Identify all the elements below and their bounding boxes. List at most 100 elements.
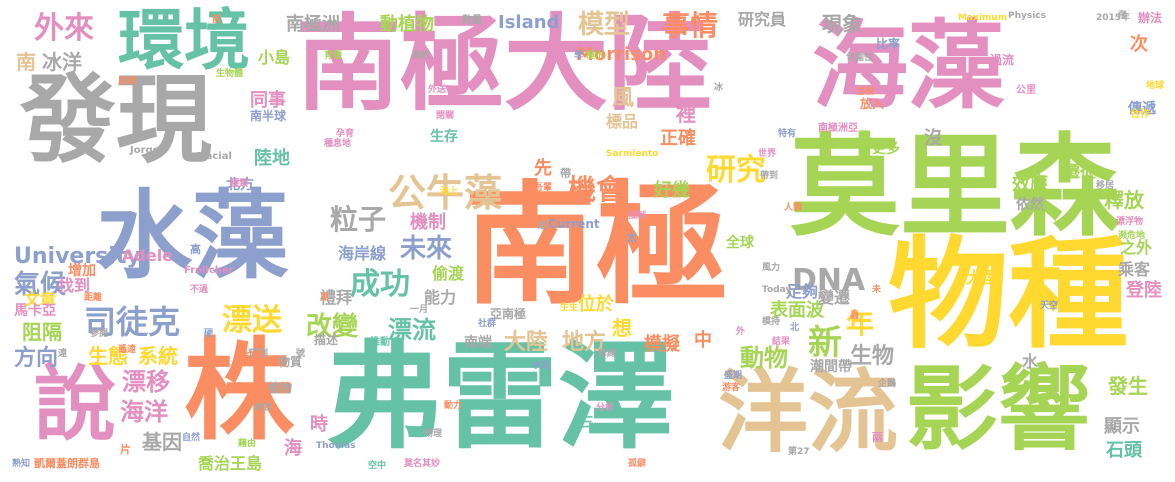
- cloud-word: 蟲: [850, 311, 860, 321]
- cloud-word: 不過: [190, 285, 209, 295]
- cloud-word: 起: [538, 221, 548, 231]
- cloud-word: 喬治王島: [198, 454, 263, 473]
- cloud-word: 自然: [182, 433, 201, 443]
- cloud-word: 遠: [58, 349, 68, 359]
- cloud-word: 正確: [660, 128, 696, 149]
- cloud-word: 大型: [966, 268, 999, 287]
- cloud-word: 冰: [714, 83, 724, 93]
- cloud-word: 改變: [306, 312, 359, 342]
- cloud-word: 動力: [444, 401, 463, 411]
- cloud-word: 號: [296, 349, 306, 359]
- cloud-word: 距離: [84, 293, 103, 303]
- cloud-word: 傳遞: [1128, 101, 1156, 117]
- cloud-word: 陸地: [254, 148, 290, 169]
- cloud-word: 飛: [1118, 11, 1128, 21]
- cloud-word: 馬卡亞: [14, 303, 56, 319]
- cloud-word: Adele: [122, 246, 174, 265]
- cloud-word: 位於: [578, 294, 614, 315]
- cloud-word: 新: [808, 323, 842, 363]
- cloud-word: 之外: [1120, 238, 1153, 257]
- cloud-word: 司徒克: [84, 303, 181, 341]
- cloud-word: 想: [612, 316, 632, 340]
- cloud-word: 物理: [424, 429, 443, 439]
- cloud-word: 石頭: [1106, 440, 1142, 461]
- cloud-word: 風力: [762, 263, 781, 273]
- cloud-word: 釋放: [1104, 188, 1144, 212]
- cloud-word: 能力: [424, 288, 457, 307]
- cloud-word: 生物體: [216, 69, 244, 79]
- cloud-word: 方向: [14, 346, 59, 371]
- cloud-word: 中: [694, 330, 712, 351]
- cloud-word: 前: [212, 15, 222, 25]
- cloud-word: 系統: [138, 344, 178, 368]
- cloud-word: 北: [790, 323, 800, 333]
- cloud-word: 更: [320, 293, 330, 303]
- cloud-word: 空中: [368, 461, 387, 471]
- cloud-word: 凱爾蓋朗群島: [34, 457, 100, 470]
- cloud-word: 移居: [1096, 181, 1115, 191]
- cloud-word: 修練: [598, 349, 617, 359]
- cloud-word: 過流: [990, 53, 1015, 67]
- cloud-word: 莫里森: [790, 123, 1120, 251]
- cloud-word: 瀕危地: [1118, 231, 1146, 241]
- cloud-word: 未: [872, 285, 882, 295]
- cloud-word: 地球: [1146, 81, 1165, 91]
- cloud-word: 海豹: [412, 51, 431, 61]
- cloud-word: 物質: [278, 355, 303, 369]
- cloud-word: 數量: [462, 15, 482, 26]
- cloud-word: 結果: [772, 337, 791, 347]
- cloud-word: 海岸線: [338, 244, 387, 263]
- cloud-word: 吾輩: [534, 183, 553, 193]
- cloud-word: 漂移: [122, 368, 170, 396]
- cloud-word: 說: [34, 357, 117, 452]
- cloud-word: 屏障: [118, 77, 137, 87]
- cloud-word: 依然: [1016, 197, 1044, 213]
- cloud-word: 合作: [1130, 109, 1150, 120]
- cloud-word: 次: [1130, 34, 1148, 55]
- cloud-word: 動植物: [380, 14, 434, 35]
- cloud-word: 先: [534, 158, 552, 179]
- cloud-word: 三: [580, 415, 594, 431]
- cloud-word: 一月: [410, 305, 429, 315]
- cloud-word: Today: [762, 285, 792, 295]
- cloud-word: 年: [846, 307, 875, 340]
- cloud-word: 小島: [258, 48, 291, 67]
- cloud-word: 標品: [606, 112, 639, 131]
- cloud-word: 企鵝: [878, 379, 897, 389]
- cloud-word: 描述: [314, 333, 339, 347]
- cloud-word: 種類: [230, 179, 249, 189]
- cloud-word: 社群: [478, 319, 497, 329]
- cloud-word: 動物: [740, 344, 788, 372]
- cloud-word: 影響: [906, 356, 1091, 463]
- cloud-word: 生存: [430, 129, 458, 145]
- cloud-word: 現象: [822, 12, 862, 36]
- cloud-word: 環境: [118, 2, 250, 79]
- cloud-word: 遙遠: [118, 345, 137, 355]
- cloud-word: 好幾: [654, 180, 690, 201]
- cloud-word: 全球: [726, 235, 754, 251]
- cloud-word: 成功: [350, 267, 410, 302]
- cloud-word: 世界: [758, 149, 777, 159]
- cloud-word: 包圍住: [846, 53, 874, 63]
- cloud-word: 未來: [400, 234, 453, 264]
- cloud-word: 海: [284, 438, 302, 459]
- cloud-word: 高: [190, 243, 201, 256]
- cloud-word: Sarmiento: [606, 149, 659, 159]
- cloud-word: 效應: [1012, 174, 1048, 195]
- cloud-word: 株: [184, 327, 294, 455]
- cloud-word: 生根: [856, 87, 875, 97]
- cloud-word: 游客: [722, 383, 741, 393]
- cloud-word: 生物: [850, 344, 895, 369]
- cloud-word: Frolicher: [184, 265, 234, 276]
- cloud-word: 天空: [1040, 301, 1059, 311]
- cloud-word: 硬: [204, 329, 214, 339]
- cloud-word: 潮間帶: [810, 359, 852, 375]
- cloud-word: 漂流: [388, 316, 436, 344]
- cloud-word: 分析: [596, 403, 615, 413]
- cloud-word: 學: [574, 51, 584, 61]
- cloud-word: 模持: [762, 317, 781, 327]
- cloud-word: 文章: [24, 290, 57, 309]
- cloud-word: 阻隔: [22, 320, 62, 344]
- cloud-word: 亞南極: [490, 307, 527, 321]
